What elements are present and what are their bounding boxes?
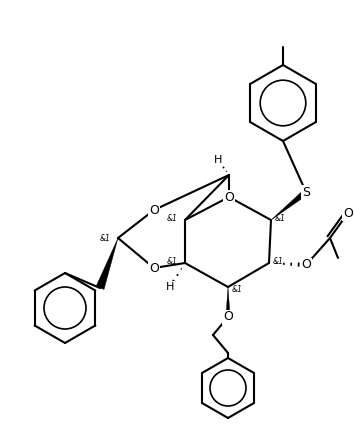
Text: &1: &1 [167,214,178,223]
Text: &1: &1 [273,256,284,265]
Text: &1: &1 [275,214,286,223]
Text: O: O [223,310,233,324]
Text: O: O [343,206,353,220]
Text: H: H [166,282,174,292]
Text: S: S [302,185,310,199]
Text: &1: &1 [232,285,243,294]
Polygon shape [271,190,308,220]
Text: O: O [301,259,311,271]
Text: O: O [149,203,159,217]
Text: O: O [149,262,159,274]
Text: H: H [214,155,222,165]
Text: &1: &1 [167,256,178,265]
Text: &1: &1 [100,234,111,243]
Polygon shape [96,238,118,289]
Polygon shape [226,287,230,317]
Text: O: O [224,190,234,203]
